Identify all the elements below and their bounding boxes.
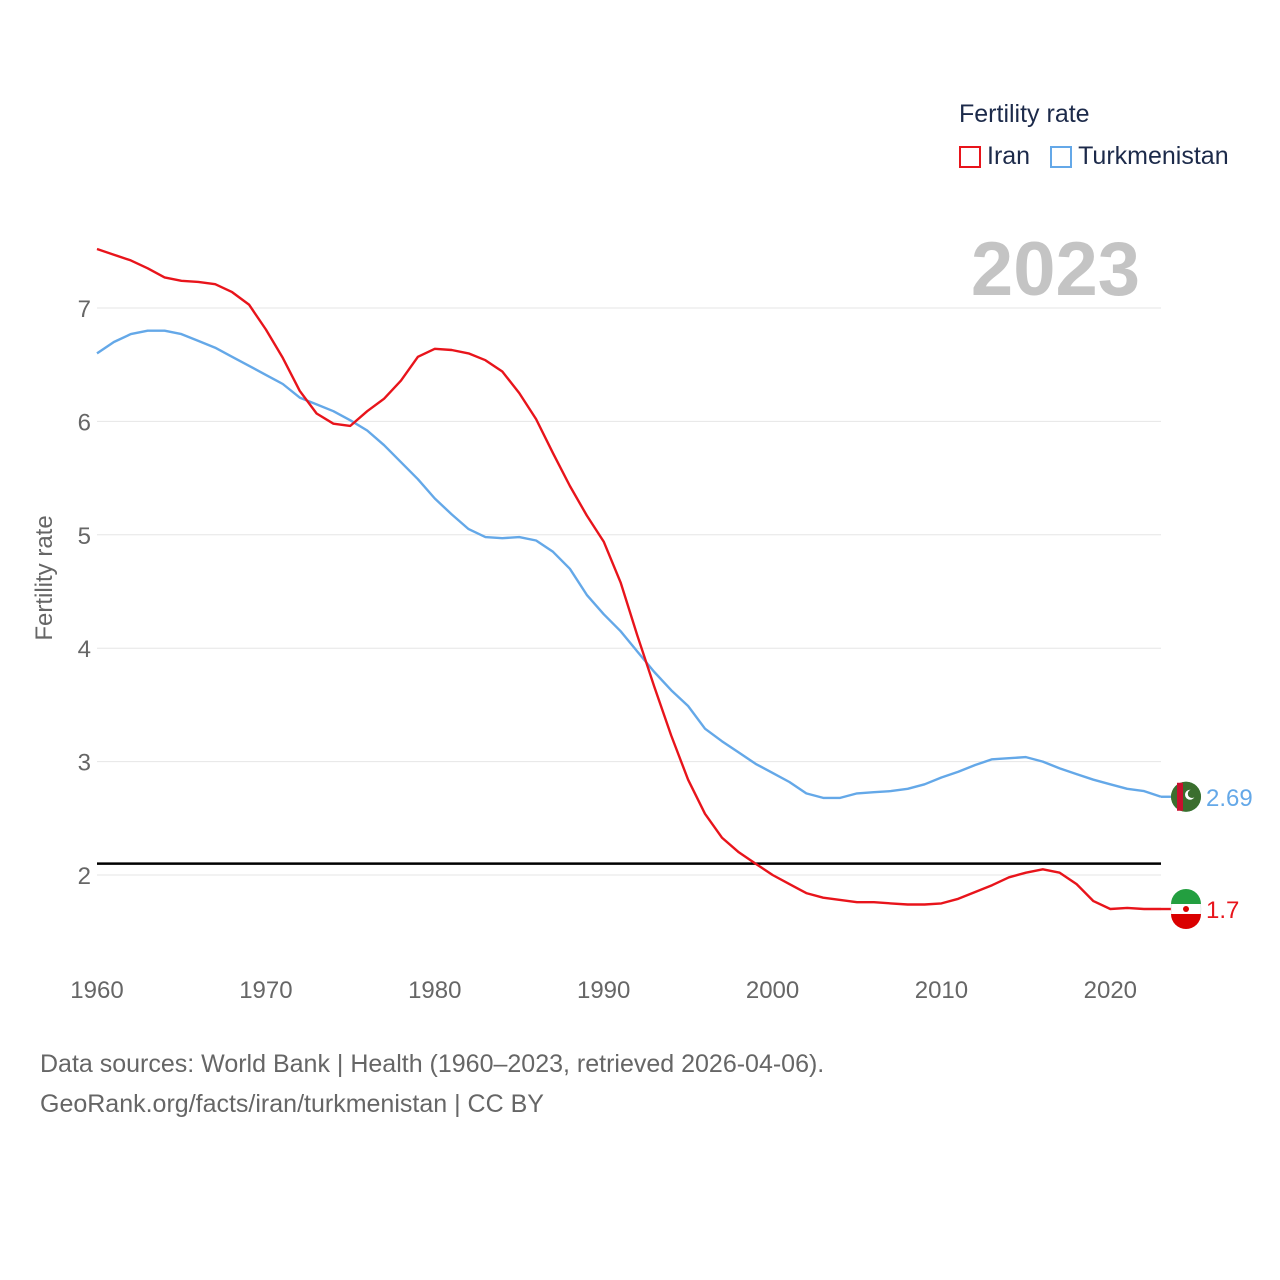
y-tick-label: 5 — [78, 523, 91, 550]
legend-swatch-iran — [959, 145, 981, 168]
source-url-text: GeoRank.org/facts/iran/turkmenistan | CC… — [40, 1090, 544, 1118]
y-axis-label: Fertility rate — [31, 515, 58, 640]
legend-label-iran: Iran — [987, 142, 1031, 170]
x-tick-label: 2000 — [746, 977, 799, 1004]
y-tick-label: 2 — [78, 863, 91, 890]
footer: Data sources: World Bank | Health (1960–… — [40, 1044, 824, 1124]
flag-turkmenistan-crescent-cut — [1187, 789, 1197, 798]
x-tick-label: 2020 — [1084, 977, 1137, 1004]
end-value-label-turkmenistan: 2.69 — [1206, 785, 1253, 812]
line-chart: 2 3 4 5 6 7 1960 1970 1980 1990 2000 2010 2020 Fertil… — [31, 247, 1253, 1004]
legend-label-turkmenistan: Turkmenistan — [1078, 142, 1229, 170]
legend-title: Fertility rate — [959, 100, 1090, 128]
year-label: 2023 — [970, 227, 1140, 312]
series-line-turkmenistan — [96, 329, 1162, 800]
legend-swatch-turkmenistan — [1050, 145, 1073, 168]
y-tick-label: 6 — [78, 409, 91, 436]
y-tick-label: 4 — [78, 636, 91, 663]
legend: Iran Turkmenistan — [959, 142, 1249, 171]
x-tick-label: 1980 — [408, 977, 461, 1004]
x-tick-label: 2010 — [915, 977, 968, 1004]
y-tick-label: 3 — [78, 750, 91, 777]
flag-iran-green — [1171, 889, 1201, 905]
x-tick-label: 1990 — [577, 977, 630, 1004]
end-value-label-iran: 1.7 — [1206, 897, 1239, 924]
data-sources-text: Data sources: World Bank | Health (1960–… — [40, 1050, 825, 1078]
flag-turkmenistan-stripe — [1177, 782, 1183, 811]
flag-iran-red — [1171, 914, 1201, 930]
legend-item-turkmenistan[interactable]: Turkmenistan — [1050, 142, 1229, 171]
flag-iran-emblem — [1183, 906, 1189, 913]
legend-item-iran[interactable]: Iran — [959, 142, 1030, 171]
x-tick-label: 1970 — [239, 977, 292, 1004]
y-tick-label: 7 — [78, 296, 91, 323]
x-tick-label: 1960 — [70, 977, 123, 1004]
series-line-iran — [96, 247, 1161, 911]
